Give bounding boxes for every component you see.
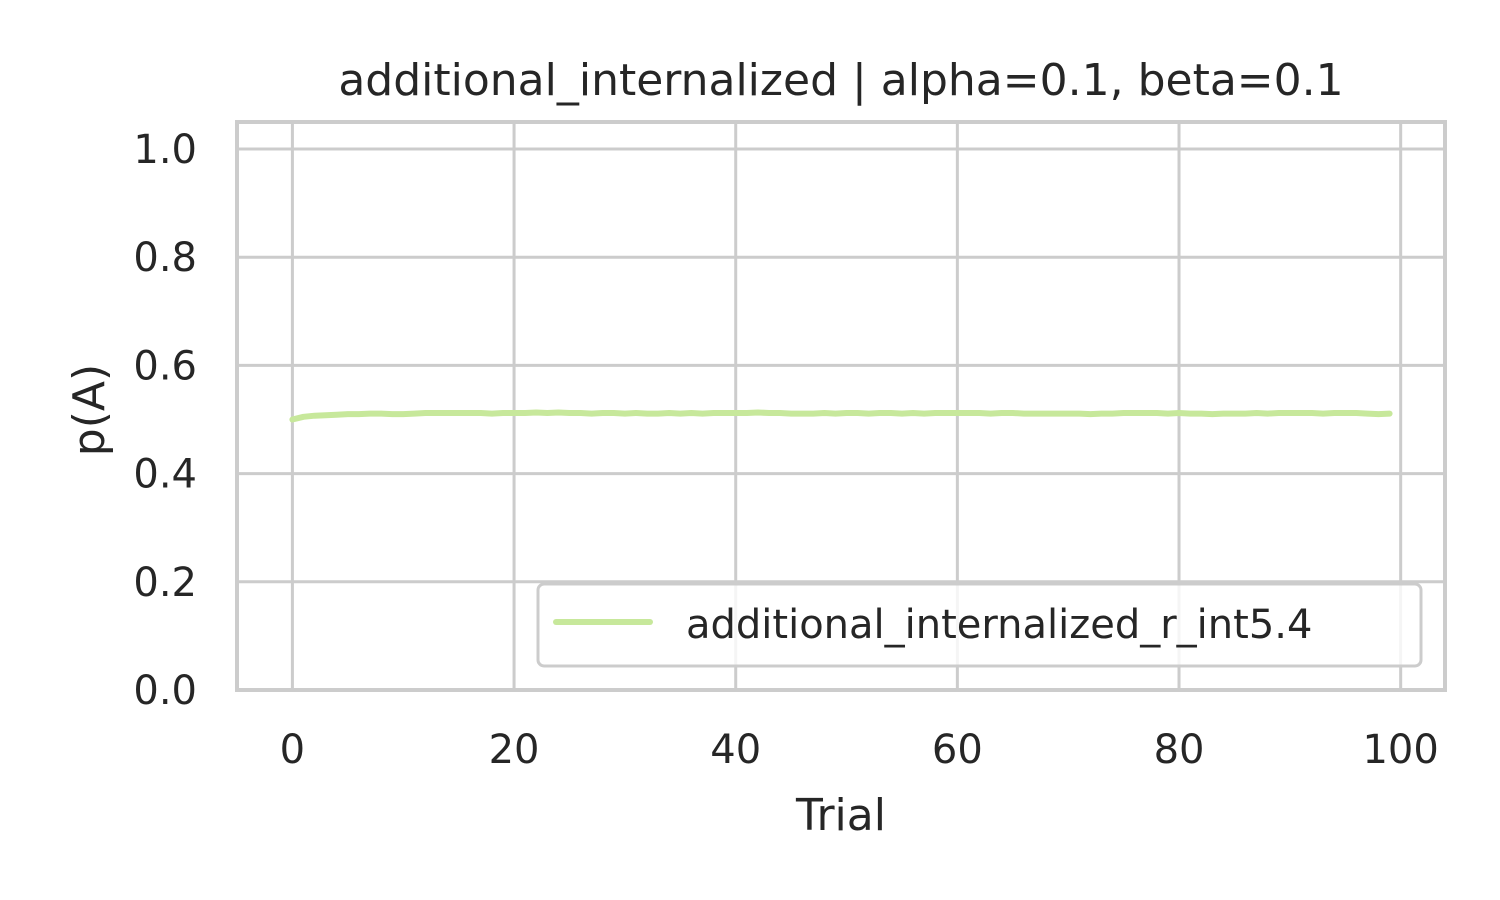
y-tick-label: 0.0 <box>133 668 197 714</box>
legend-box <box>536 582 1423 668</box>
x-axis-label: Trial <box>795 790 886 841</box>
series-layer <box>289 409 1393 423</box>
y-tick-label: 1.0 <box>133 127 197 173</box>
chart-title: additional_internalized | alpha=0.1, bet… <box>338 55 1343 106</box>
x-tick-label: 20 <box>489 727 540 773</box>
x-axis-ticks: 0 20 40 60 80 100 <box>280 727 1439 773</box>
x-tick-label: 60 <box>932 727 983 773</box>
y-axis-label: p(A) <box>64 364 115 456</box>
y-tick-label: 0.4 <box>133 452 197 498</box>
y-tick-label: 0.8 <box>133 235 197 281</box>
plot-frame <box>235 120 1447 692</box>
x-tick-label: 100 <box>1362 727 1438 773</box>
legend: additional_internalized_r_int5.4 <box>536 582 1423 668</box>
x-tick-label: 40 <box>710 727 761 773</box>
y-tick-label: 0.2 <box>133 560 197 606</box>
y-tick-label: 0.6 <box>133 343 197 389</box>
y-axis-ticks: 0.0 0.2 0.4 0.6 0.8 1.0 <box>133 127 197 714</box>
x-tick-label: 80 <box>1154 727 1205 773</box>
legend-label: additional_internalized_r_int5.4 <box>686 602 1312 648</box>
x-tick-label: 0 <box>280 727 305 773</box>
series-line <box>289 409 1393 423</box>
